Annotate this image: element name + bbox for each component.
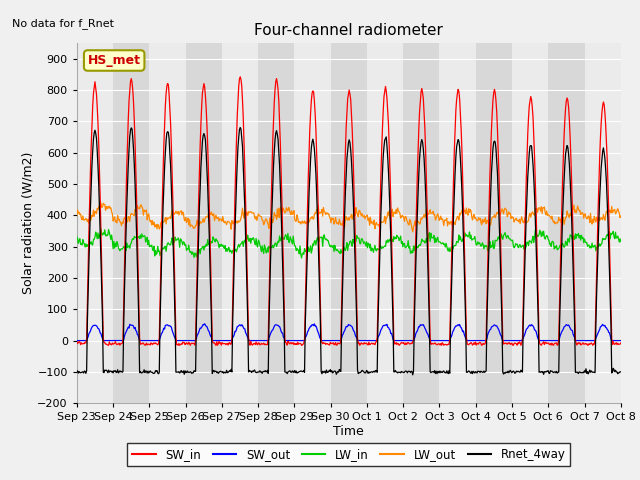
Bar	[186, 43, 222, 403]
Bar	[584, 43, 621, 403]
Text: No data for f_Rnet: No data for f_Rnet	[12, 18, 113, 29]
Bar	[113, 43, 149, 403]
Title: Four-channel radiometer: Four-channel radiometer	[254, 23, 444, 38]
Bar	[512, 43, 548, 403]
Text: HS_met: HS_met	[88, 54, 141, 67]
Bar	[403, 43, 440, 403]
Bar	[77, 43, 113, 403]
Bar	[149, 43, 186, 403]
Y-axis label: Solar radiation (W/m2): Solar radiation (W/m2)	[22, 152, 35, 294]
Bar	[331, 43, 367, 403]
Bar	[367, 43, 403, 403]
Bar	[258, 43, 294, 403]
Bar	[440, 43, 476, 403]
Bar	[476, 43, 512, 403]
Bar	[548, 43, 584, 403]
Legend: SW_in, SW_out, LW_in, LW_out, Rnet_4way: SW_in, SW_out, LW_in, LW_out, Rnet_4way	[127, 443, 570, 466]
Bar	[222, 43, 258, 403]
Bar	[294, 43, 331, 403]
X-axis label: Time: Time	[333, 425, 364, 438]
